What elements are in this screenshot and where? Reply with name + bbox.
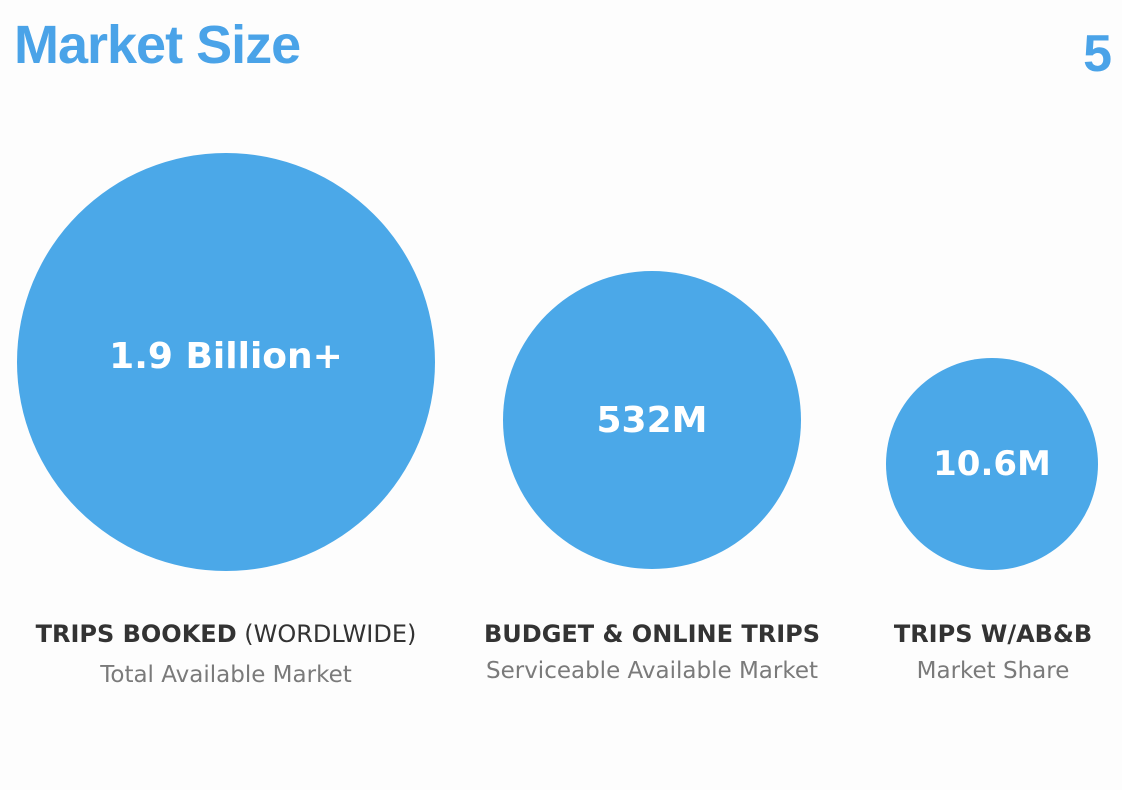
som-caption: TRIPS W/AB&B Market Share <box>862 620 1122 684</box>
tam-sublabel: Total Available Market <box>100 662 352 688</box>
tam-caption: TRIPS BOOKED (WORDLWIDE) Total Available… <box>0 620 452 688</box>
tam-label-normal: (WORDLWIDE) <box>236 620 417 648</box>
sam-bubble: 532M <box>503 271 801 569</box>
tam-label-bold: TRIPS BOOKED <box>35 620 237 648</box>
sam-sublabel: Serviceable Available Market <box>485 658 819 684</box>
sam-label: BUDGET & ONLINE TRIPS <box>462 620 842 648</box>
tam-label: TRIPS BOOKED (WORDLWIDE) <box>0 620 452 648</box>
tam-value: 1.9 Billion+ <box>109 335 343 377</box>
som-label: TRIPS W/AB&B <box>862 620 1122 648</box>
sam-label-bold: BUDGET & ONLINE TRIPS <box>483 620 820 648</box>
som-value: 10.6M <box>933 444 1051 484</box>
tam-bubble: 1.9 Billion+ <box>17 153 435 571</box>
som-sublabel: Market Share <box>916 658 1070 684</box>
som-label-bold: TRIPS W/AB&B <box>893 620 1093 648</box>
page-title: Market Size <box>14 15 301 75</box>
sam-caption: BUDGET & ONLINE TRIPS Serviceable Availa… <box>462 620 842 684</box>
sam-value: 532M <box>596 399 708 441</box>
page-number: 5 <box>1083 25 1112 83</box>
som-bubble: 10.6M <box>886 358 1098 570</box>
